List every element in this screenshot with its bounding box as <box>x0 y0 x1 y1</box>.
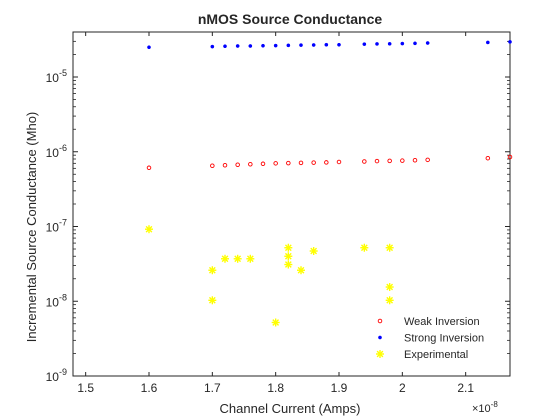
strong-inversion-point <box>235 44 240 48</box>
y-tick-label-base: 10 <box>46 71 60 85</box>
y-tick-label-exponent: -7 <box>59 218 67 228</box>
weak-inversion-point <box>336 159 342 165</box>
weak-inversion-point <box>146 165 152 171</box>
y-tick-label-base: 10 <box>46 370 60 384</box>
x-axis: 1.5 1.6 1.7 1.8 1.9 2 2.1 <box>77 32 474 395</box>
strong-inversion-point <box>387 41 392 46</box>
y-tick-label: 10-6 <box>46 143 67 160</box>
y-axis: 10-910-810-710-610-5 <box>46 31 510 384</box>
experimental-point <box>246 254 255 263</box>
strong-inversion-point <box>324 42 329 47</box>
chart-title: nMOS Source Conductance <box>198 11 383 27</box>
legend-marker-strong-inversion <box>378 335 382 340</box>
y-tick-label: 10-5 <box>46 68 67 85</box>
experimental-point <box>284 260 293 269</box>
x-axis-label: Channel Current (Amps) <box>220 401 361 416</box>
y-tick-label-exponent: -9 <box>59 367 67 377</box>
y-tick-label-exponent: -6 <box>59 143 67 153</box>
weak-inversion-point <box>210 163 215 168</box>
strong-inversion-point <box>248 44 253 48</box>
experimental-point <box>221 254 229 263</box>
legend-label: Experimental <box>404 349 468 361</box>
legend-label: Strong Inversion <box>404 333 484 345</box>
plot-area: 1.5 1.6 1.7 1.8 1.9 2 2.1 10-910-810-710-610-5 <box>46 31 513 395</box>
x-tick-label: 1.8 <box>267 381 284 395</box>
y-tick-label: 10-9 <box>46 367 67 384</box>
y-tick-label-exponent: -5 <box>59 68 67 78</box>
x-axis-exponent-power: -8 <box>491 400 499 409</box>
x-tick-label: 1.6 <box>141 381 158 395</box>
weak-inversion-point <box>485 155 491 161</box>
weak-inversion-point <box>374 158 380 164</box>
strong-inversion-point <box>485 40 490 45</box>
experimental-point <box>385 243 394 252</box>
experimental-point <box>297 266 305 275</box>
strong-inversion-point <box>311 43 316 47</box>
weak-inversion-point <box>273 161 278 166</box>
experimental-point <box>233 254 242 263</box>
data-markers <box>145 40 513 327</box>
strong-inversion-point <box>413 41 417 46</box>
weak-inversion-point <box>311 160 316 165</box>
x-tick-label: 1.7 <box>204 381 221 395</box>
y-axis-label: Incremental Source Conductance (Mho) <box>24 112 39 343</box>
experimental-point <box>284 243 293 252</box>
experimental-point <box>385 283 394 292</box>
x-tick-label: 1.5 <box>77 381 94 395</box>
weak-inversion-point <box>425 157 430 163</box>
weak-inversion-point <box>362 159 367 164</box>
y-tick-label: 10-7 <box>46 218 67 235</box>
strong-inversion-point <box>273 43 278 48</box>
weak-inversion-point <box>286 160 291 166</box>
experimental-point <box>385 296 394 305</box>
weak-inversion-point <box>387 158 392 164</box>
legend-marker-experimental <box>376 350 384 358</box>
weak-inversion-point <box>412 157 418 163</box>
experimental-point <box>309 247 318 256</box>
strong-inversion-point <box>223 44 227 49</box>
legend-marker-weak-inversion <box>377 318 383 324</box>
strong-inversion-point <box>362 42 367 47</box>
weak-inversion-point <box>235 162 240 168</box>
axes-box <box>72 31 511 377</box>
weak-inversion-point <box>248 162 253 167</box>
y-tick-label-base: 10 <box>46 221 60 235</box>
legend: Weak Inversion Strong Inversion Experiment… <box>376 316 484 361</box>
y-tick-label-base: 10 <box>46 146 60 160</box>
x-axis-exponent-base: ×10 <box>472 403 491 415</box>
x-tick-label: 2 <box>399 381 406 395</box>
experimental-point <box>145 225 153 234</box>
weak-inversion-point <box>400 158 405 163</box>
experimental-point <box>271 318 280 327</box>
weak-inversion-point <box>298 160 304 166</box>
weak-inversion-point <box>222 162 228 168</box>
strong-inversion-point <box>400 41 405 46</box>
x-tick-label: 1.9 <box>331 381 348 395</box>
strong-inversion-point <box>425 41 430 45</box>
strong-inversion-point <box>375 42 379 46</box>
strong-inversion-point <box>508 40 512 44</box>
y-tick-label: 10-8 <box>46 292 67 309</box>
weak-inversion-point <box>324 160 329 165</box>
experimental-point <box>360 243 369 252</box>
strong-inversion-point <box>299 43 303 47</box>
legend-label: Weak Inversion <box>404 316 480 328</box>
x-axis-exponent: ×10-8 <box>472 400 498 415</box>
strong-inversion-point <box>337 42 341 47</box>
x-tick-label: 2.1 <box>457 381 474 395</box>
experimental-point <box>208 266 217 275</box>
weak-inversion-point <box>260 161 266 167</box>
strong-inversion-point <box>286 43 291 48</box>
y-tick-label-exponent: -8 <box>59 292 67 302</box>
y-tick-label-base: 10 <box>46 295 60 309</box>
experimental-point <box>284 252 293 261</box>
strong-inversion-point <box>261 43 265 48</box>
weak-inversion-point <box>507 154 513 160</box>
strong-inversion-point <box>147 45 151 50</box>
experimental-point <box>208 296 217 305</box>
strong-inversion-point <box>210 44 215 49</box>
